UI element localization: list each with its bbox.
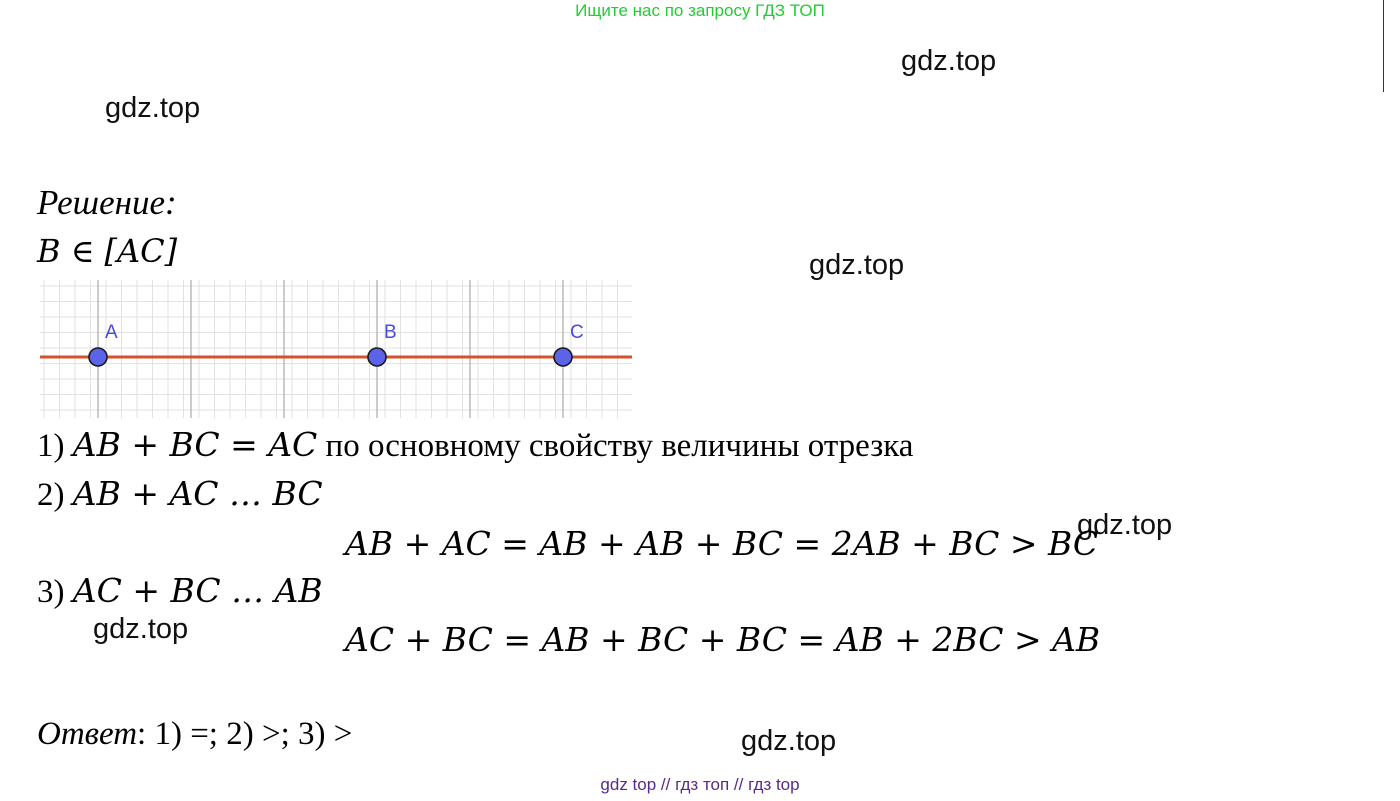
step-3: 3) AC + BC … AB xyxy=(37,571,323,611)
step-3-derivation: AC + BC = AB + BC + BC = AB + 2BC > AB xyxy=(345,620,1101,659)
grid xyxy=(40,280,632,418)
step-3-expression: AC + BC … AB xyxy=(72,571,323,610)
step-1-number: 1) xyxy=(37,428,65,464)
answer: Ответ: 1) =; 2) >; 3) > xyxy=(37,716,352,753)
step-2-number: 2) xyxy=(37,477,65,513)
segment-figure: A B C xyxy=(40,280,632,418)
watermark: gdz.top xyxy=(741,725,837,757)
answer-text: : 1) =; 2) >; 3) > xyxy=(137,716,353,752)
search-banner: Ищите нас по запросу ГДЗ ТОП xyxy=(575,1,825,20)
step-2-derivation: AB + AC = AB + AB + BC = 2AB + BC > BC xyxy=(345,524,1099,563)
answer-label: Ответ xyxy=(37,716,138,752)
step-1: 1) AB + BC = AC по основному свойству ве… xyxy=(37,425,913,465)
point-label-c: C xyxy=(570,322,584,343)
watermark: gdz.top xyxy=(809,249,905,281)
point-a xyxy=(88,347,108,367)
watermark: gdz.top xyxy=(1077,509,1173,541)
point-label-b: B xyxy=(384,322,397,343)
step-1-expression: AB + BC = AC xyxy=(72,425,318,464)
step-2: 2) AB + AC … BC xyxy=(37,474,323,514)
watermark: gdz.top xyxy=(93,613,189,645)
given-condition: B ∈ [AC] xyxy=(37,232,178,270)
watermark: gdz.top xyxy=(901,45,997,77)
step-2-expression: AB + AC … BC xyxy=(72,474,323,513)
point-b xyxy=(367,347,387,367)
footer-links: gdz top // гдз топ // гдз top xyxy=(600,775,800,794)
point-label-a: A xyxy=(105,322,118,343)
step-3-number: 3) xyxy=(37,574,65,610)
watermark: gdz.top xyxy=(105,92,201,124)
solution-heading: Решение: xyxy=(37,183,177,222)
page-edge-divider xyxy=(1383,0,1384,92)
point-c xyxy=(553,347,573,367)
points: A B C xyxy=(88,322,584,367)
step-1-text: по основному свойству величины отрезка xyxy=(325,428,914,464)
